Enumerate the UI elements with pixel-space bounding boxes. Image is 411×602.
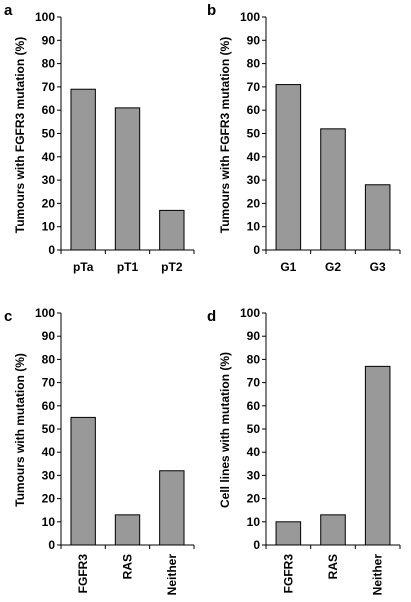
panel-b-bar-g2 — [320, 128, 346, 251]
panel-d: d Cell lines with mutation (%) 0 10 20 30 40… — [207, 306, 401, 596]
panel-d-y-title: Cell lines with mutation (%) — [218, 352, 232, 508]
panel-b-y-tick-label: 30 — [247, 173, 261, 187]
panel-c-y-tick-label: 10 — [42, 515, 56, 529]
panel-c-bar-fgfr3 — [70, 416, 96, 546]
panel-a-y-tick-label: 20 — [42, 196, 56, 210]
panel-c-y-tick-label: 40 — [42, 445, 56, 459]
panel-c-y-tick-label: 90 — [42, 329, 56, 343]
panel-d-plot: 0 10 20 30 40 50 60 70 80 90 100 FGFR3 RAS Neither — [240, 306, 401, 596]
panel-d-y-tick-label: 70 — [247, 376, 261, 390]
panel-b-y-title: Tumours with FGFR3 mutation (%) — [218, 37, 232, 233]
panel-b-y-tick-label: 70 — [247, 80, 261, 94]
panel-d-y-tick-label: 20 — [247, 492, 261, 506]
panel-c-y-tick-label: 70 — [42, 376, 56, 390]
panel-a-y-tick-label: 50 — [42, 127, 56, 141]
panel-d-bar-fgfr3 — [275, 521, 302, 546]
panel-b-y-tick-label: 0 — [253, 243, 260, 257]
panel-a-y-tick-label: 90 — [42, 33, 56, 47]
panel-b-letter: b — [207, 2, 216, 19]
panel-d-letter: d — [207, 308, 216, 325]
panel-a-y-tick-label: 70 — [42, 80, 56, 94]
panel-c-y-tick-label: 30 — [42, 468, 56, 482]
panel-d-y-tick-label: 80 — [247, 352, 261, 366]
panel-a-y-tick-label: 10 — [42, 220, 56, 234]
panel-b-y-tick-label: 90 — [247, 33, 261, 47]
panel-a-bar-pt1 — [114, 107, 141, 251]
panel-b-category-label: G2 — [325, 260, 341, 274]
panel-b-y-tick-label: 60 — [247, 103, 261, 117]
panel-b-plot: 0 10 20 30 40 50 60 70 80 90 100 G1 G2 G3 — [240, 10, 401, 274]
panel-b-category-label: G3 — [370, 260, 386, 274]
panel-a-y-title: Tumours with FGFR3 mutation (%) — [13, 37, 27, 233]
panel-b-y-tick-label: 50 — [247, 127, 261, 141]
panel-a-y-tick-label: 80 — [42, 57, 56, 71]
panel-d-bar-neither — [364, 365, 391, 546]
panel-a-category-label: pT2 — [161, 260, 183, 274]
panel-d-category-label: FGFR3 — [281, 554, 295, 594]
panel-a-bar-pt2 — [159, 209, 185, 251]
panel-d-y-tick-label: 100 — [240, 306, 260, 320]
panel-b-y-tick-label: 80 — [247, 57, 261, 71]
panel-c-y-tick-label: 20 — [42, 492, 56, 506]
panel-a-category-label: pT1 — [117, 260, 139, 274]
panel-c-y-tick-label: 0 — [48, 538, 55, 552]
panel-d-y-tick-label: 50 — [247, 422, 261, 436]
panel-c-y-tick-label: 100 — [35, 306, 55, 320]
panel-a-bar-pta — [70, 88, 96, 251]
panel-c-y-tick-label: 60 — [42, 399, 56, 413]
panel-a-plot: 0 10 20 30 40 50 60 70 80 90 100 pTa pT1 pT2 — [35, 10, 195, 274]
panel-c-category-label: FGFR3 — [76, 554, 90, 594]
panel-b-category-label: G1 — [280, 260, 296, 274]
panel-d-y-tick-label: 30 — [247, 468, 261, 482]
panel-a-y-tick-label: 40 — [42, 150, 56, 164]
panel-a-y-tick-label: 60 — [42, 103, 56, 117]
panel-b-y-tick-label: 20 — [247, 196, 261, 210]
panel-c-bar-neither — [159, 470, 185, 546]
panel-a-y-tick-label: 100 — [35, 10, 55, 24]
panel-c-bar-ras — [114, 514, 141, 546]
panel-d-category-label: Neither — [371, 554, 385, 596]
panel-c-y-tick-label: 50 — [42, 422, 56, 436]
panel-b-y-tick-label: 40 — [247, 150, 261, 164]
panel-d-y-tick-label: 40 — [247, 445, 261, 459]
panel-d-bar-ras — [320, 514, 346, 546]
panel-a: a Tumours with FGFR3 mutation (%) 0 10 20 3… — [4, 2, 195, 274]
panel-c-y-tick-label: 80 — [42, 352, 56, 366]
panel-a-y-tick-label: 30 — [42, 173, 56, 187]
panel-c-y-title: Tumours with mutation (%) — [13, 353, 27, 507]
panel-b-bar-g3 — [364, 184, 391, 251]
panel-d-y-tick-label: 10 — [247, 515, 261, 529]
panel-b-y-tick-label: 100 — [240, 10, 260, 24]
panel-c-plot: 0 10 20 30 40 50 60 70 80 90 100 FGFR3 RAS Neither — [35, 306, 195, 596]
panel-c-category-label: Neither — [165, 554, 179, 596]
panel-c-category-label: RAS — [121, 554, 135, 579]
panel-c-letter: c — [4, 308, 12, 325]
panel-a-y-tick-label: 0 — [48, 243, 55, 257]
panel-b-bar-g1 — [275, 84, 302, 251]
panel-a-letter: a — [4, 2, 13, 19]
panel-b: b Tumours with FGFR3 mutation (%) 0 10 20 3… — [207, 2, 401, 274]
panel-d-y-tick-label: 90 — [247, 329, 261, 343]
panel-d-y-tick-label: 0 — [253, 538, 260, 552]
panel-b-y-tick-label: 10 — [247, 220, 261, 234]
panel-d-category-label: RAS — [326, 554, 340, 579]
panel-c: c Tumours with mutation (%) 0 10 20 30 40 50 6… — [4, 306, 195, 596]
panel-a-category-label: pTa — [73, 260, 94, 274]
panel-d-y-tick-label: 60 — [247, 399, 261, 413]
